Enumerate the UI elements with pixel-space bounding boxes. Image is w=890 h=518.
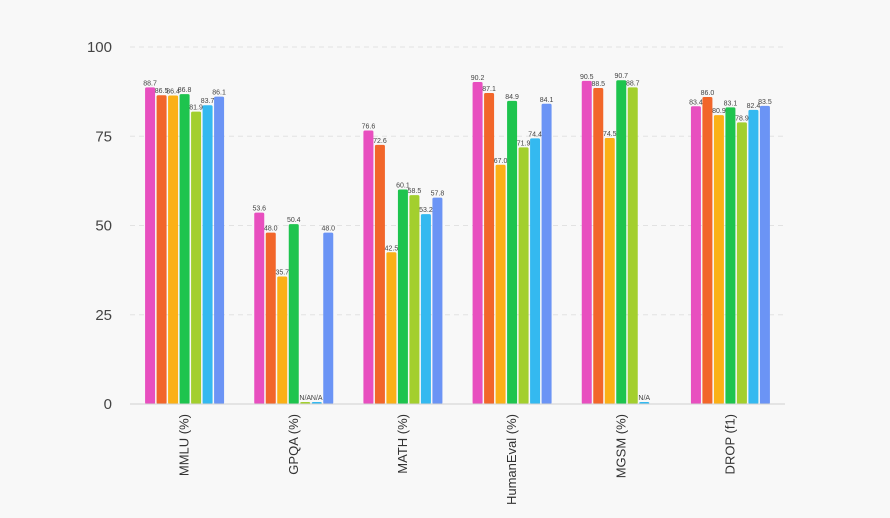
- bar: [420, 214, 431, 404]
- y-tick-label: 100: [87, 39, 112, 56]
- grid-lines: 0 25 50 75 100: [87, 39, 785, 413]
- bar: [374, 144, 385, 404]
- data-label: 57.8: [431, 191, 445, 198]
- bar: [386, 252, 397, 404]
- data-label: 84.9: [505, 94, 519, 101]
- data-label: 72.6: [373, 138, 387, 145]
- data-label: 58.5: [408, 188, 422, 195]
- data-label: 90.7: [614, 73, 628, 80]
- data-label: N/A: [311, 395, 323, 402]
- data-label: 86.0: [701, 90, 715, 97]
- data-label: 80.9: [712, 108, 726, 115]
- bar: [363, 130, 374, 404]
- bar: [277, 276, 288, 404]
- data-label: 88.7: [143, 80, 157, 87]
- bar: [593, 88, 604, 405]
- bar: [713, 115, 724, 404]
- data-label: 83.7: [201, 98, 215, 105]
- data-label: 83.4: [689, 99, 703, 106]
- data-label: 60.1: [396, 182, 410, 189]
- data-label: N/A: [638, 395, 650, 402]
- data-label: N/A: [299, 395, 311, 402]
- data-label: 67.0: [494, 158, 508, 165]
- bar: [616, 80, 627, 405]
- data-label: 90.2: [471, 75, 485, 82]
- bar: [409, 195, 420, 404]
- data-label: 83.5: [758, 99, 772, 106]
- data-label: 82.4: [747, 103, 761, 110]
- data-label: 88.7: [626, 80, 640, 87]
- bar: [690, 106, 701, 405]
- data-label: 88.5: [591, 81, 605, 88]
- x-tick-label: MGSM (%): [613, 414, 628, 478]
- bar: [265, 232, 276, 404]
- bar: [541, 103, 552, 404]
- y-tick-label: 0: [104, 396, 112, 413]
- data-label: 86.5: [155, 88, 169, 95]
- bar: [627, 87, 638, 404]
- data-label: 76.6: [362, 124, 376, 131]
- bar: [202, 105, 213, 404]
- bar: [397, 189, 408, 404]
- bar: [725, 107, 736, 404]
- bar: [214, 96, 225, 405]
- bar: [495, 164, 506, 404]
- data-label: 87.1: [482, 86, 496, 93]
- x-tick-label: GPQA (%): [286, 414, 301, 475]
- data-label: 74.4: [528, 131, 542, 138]
- data-label: 84.1: [540, 97, 554, 104]
- data-label: 42.5: [385, 245, 399, 252]
- bar: [323, 232, 334, 404]
- bar: [432, 197, 443, 404]
- bar: [472, 81, 483, 405]
- bar: [145, 87, 156, 404]
- bar: [179, 94, 190, 405]
- data-label: 53.2: [419, 207, 433, 214]
- data-label: 90.5: [580, 74, 594, 81]
- bar: [507, 100, 518, 405]
- bar: [702, 96, 713, 404]
- data-label: 48.0: [264, 226, 278, 233]
- bar: [604, 138, 615, 404]
- data-label: 81.9: [189, 105, 203, 112]
- bar: [581, 80, 592, 404]
- bar: [736, 122, 747, 405]
- x-tick-label: MATH (%): [395, 414, 410, 474]
- bar: [254, 212, 265, 404]
- data-label: 71.9: [517, 140, 531, 147]
- bar: [168, 95, 179, 404]
- x-tick-label: MMLU (%): [177, 414, 192, 476]
- bar: [518, 147, 529, 404]
- data-label: 78.9: [735, 115, 749, 122]
- y-tick-label: 50: [95, 218, 112, 235]
- bar: [759, 105, 770, 404]
- data-label: 74.5: [603, 131, 617, 138]
- x-tick-label: HumanEval (%): [504, 414, 519, 505]
- data-label: 53.6: [252, 206, 266, 213]
- bar: [530, 138, 541, 404]
- data-labels: 88.786.586.486.881.983.786.153.648.035.7…: [143, 73, 772, 402]
- bars: [145, 80, 770, 405]
- x-tick-label: DROP (f1): [722, 414, 737, 474]
- bar: [288, 224, 299, 404]
- y-tick-label: 25: [95, 307, 112, 324]
- data-label: 48.0: [321, 226, 335, 233]
- data-label: 86.8: [178, 87, 192, 94]
- bar: [191, 111, 202, 404]
- bar: [484, 93, 495, 404]
- x-axis-tick-labels: MMLU (%) GPQA (%) MATH (%) HumanEval (%) MGS…: [177, 414, 738, 505]
- bar: [748, 109, 759, 404]
- data-label: 86.4: [166, 89, 180, 96]
- data-label: 83.1: [724, 100, 738, 107]
- data-label: 35.7: [275, 270, 289, 277]
- data-label: 50.4: [287, 217, 301, 224]
- data-label: 86.1: [212, 90, 226, 97]
- y-tick-label: 75: [95, 128, 112, 145]
- bar: [156, 95, 167, 404]
